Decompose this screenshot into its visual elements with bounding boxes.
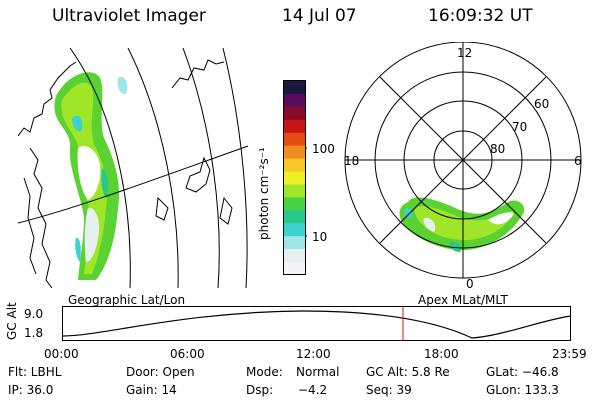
altitude-time-plot [62, 306, 572, 341]
observation-time: 16:09:32 UT [428, 6, 533, 26]
filter-status: Flt: LBHL [8, 365, 62, 379]
altitude-axis-label: GC Alt [5, 302, 19, 340]
colorbar-segment [284, 106, 306, 121]
altitude-tick-max: 9.0 [24, 307, 44, 321]
gc-altitude-status: GC Alt: 5.8 Re [366, 365, 450, 379]
time-tick-1800: 18:00 [424, 347, 459, 361]
magnetic-polar-plot [344, 42, 582, 279]
colorbar-tick-10: 10 [312, 230, 328, 244]
geographic-map [18, 48, 249, 288]
colorbar-segment [284, 184, 306, 198]
colorbar-segment [284, 145, 306, 160]
colorbar-segment [284, 132, 306, 147]
colorbar-segment [284, 158, 306, 173]
colorbar-segment [284, 236, 306, 250]
mlat-label-80: 80 [490, 142, 506, 156]
colorbar-segment [284, 249, 306, 263]
mode-label: Mode: [246, 365, 283, 379]
coastlines [18, 59, 233, 288]
time-tick-1200: 12:00 [296, 347, 331, 361]
polar-aurora-emission [399, 197, 525, 252]
colorbar-segment [284, 210, 306, 224]
altitude-curve [62, 310, 572, 339]
time-tick-0600: 06:00 [170, 347, 205, 361]
colorbar-segment [284, 81, 306, 95]
colorbar-segment [284, 93, 306, 108]
mlt-label-6: 6 [574, 154, 582, 168]
aurora-emission [54, 72, 128, 280]
time-tick-2359: 23:59 [552, 347, 587, 361]
mlat-label-60: 60 [534, 97, 550, 111]
mode-value: Normal [296, 365, 340, 379]
time-tick-0000: 00:00 [44, 347, 79, 361]
colorbar-segment [284, 223, 306, 237]
instrument-title: Ultraviolet Imager [52, 6, 206, 26]
polar-grid [344, 42, 582, 279]
ip-status: IP: 36.0 [8, 383, 54, 397]
geographic-map-caption: Geographic Lat/Lon [68, 293, 186, 307]
gain-status: Gain: 14 [126, 383, 177, 397]
mlt-label-0: 0 [466, 277, 474, 291]
dsp-value: −4.2 [298, 383, 328, 397]
geographic-longitude: GLon: 133.3 [486, 383, 559, 397]
dsp-label: Dsp: [246, 383, 274, 397]
mlt-label-12: 12 [457, 46, 473, 60]
mlt-label-18: 18 [344, 154, 360, 168]
intensity-colorbar [283, 80, 307, 276]
polar-plot-caption: Apex MLat/MLT [418, 293, 508, 307]
geographic-latitude: GLat: −46.8 [486, 365, 559, 379]
colorbar-tick-100: 100 [312, 142, 335, 156]
door-status: Door: Open [126, 365, 195, 379]
colorbar-segment [284, 171, 306, 185]
lat-lon-grid [18, 48, 249, 288]
sequence-number: Seq: 39 [366, 383, 412, 397]
altitude-tick-min: 1.8 [24, 326, 44, 340]
colorbar-units-label: photon cm⁻²s⁻¹ [257, 147, 271, 240]
colorbar-segment [284, 197, 306, 211]
colorbar-segment [284, 262, 306, 276]
observation-date: 14 Jul 07 [282, 6, 357, 26]
mlat-label-70: 70 [512, 120, 528, 134]
colorbar-segment [284, 119, 306, 134]
